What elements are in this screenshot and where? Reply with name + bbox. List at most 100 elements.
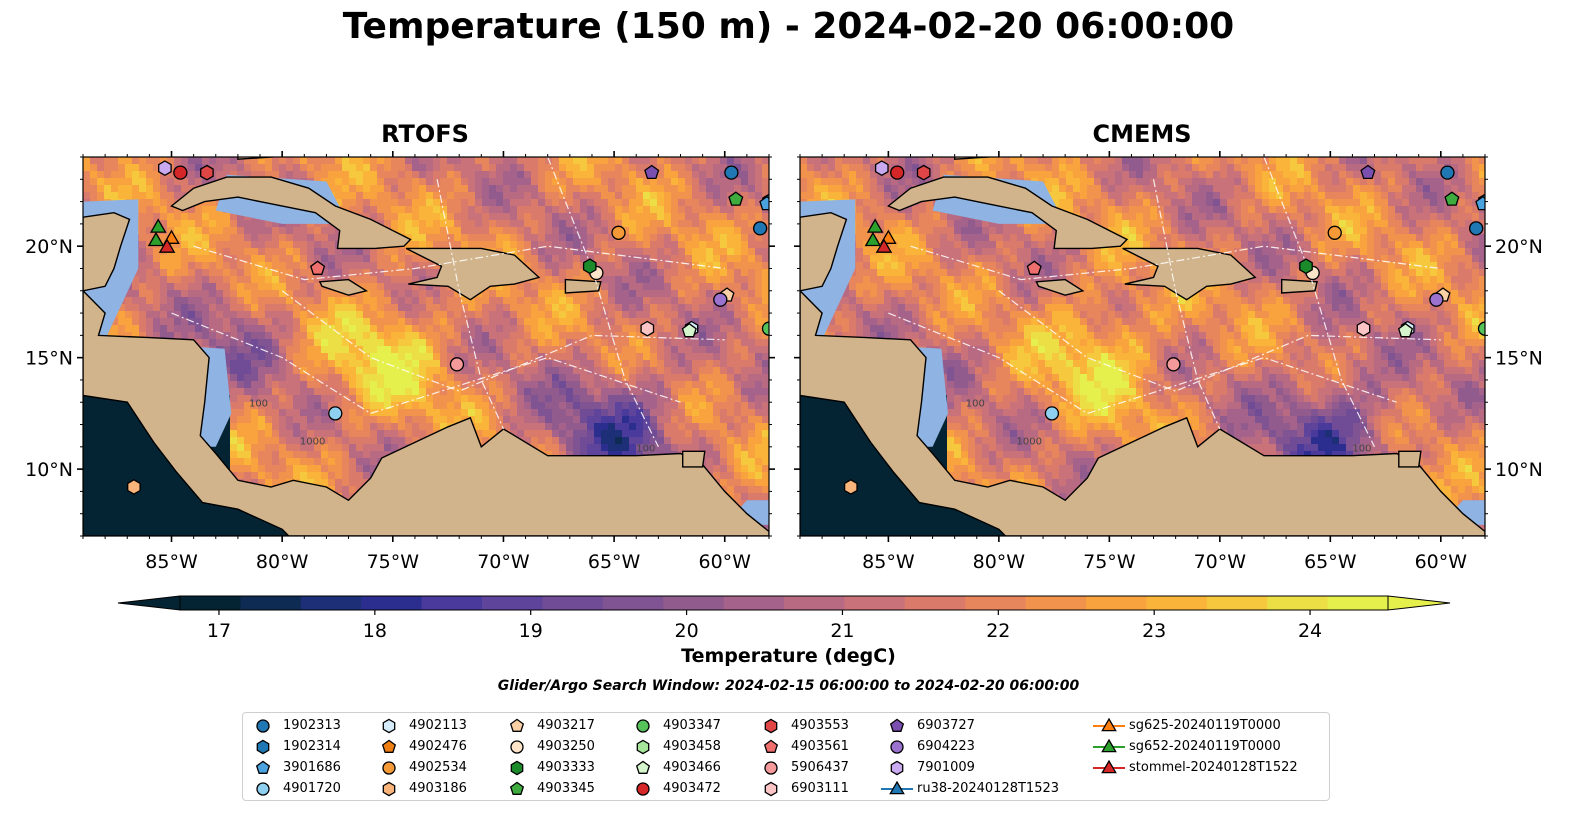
legend-marker-icon xyxy=(1089,757,1125,778)
legend-item: 5906437 xyxy=(751,757,849,778)
float-marker xyxy=(1477,321,1485,336)
colorbar-segment xyxy=(965,596,1027,610)
legend-symbol xyxy=(382,761,396,775)
colorbar-extend-min xyxy=(117,595,181,611)
x-tick-label: 65°W xyxy=(1304,551,1357,573)
legend-label: 7901009 xyxy=(917,760,975,775)
float-marker xyxy=(1440,165,1455,180)
colorbar-segment xyxy=(1025,596,1087,610)
legend-item: sg652-20240119T0000 xyxy=(1089,736,1281,757)
legend-label: 4902113 xyxy=(409,718,467,733)
panel-title-rtofs: RTOFS xyxy=(381,120,469,148)
land-yucatan xyxy=(800,211,848,292)
colorbar-tick-label: 24 xyxy=(1298,620,1322,642)
x-tick-label: 85°W xyxy=(145,551,198,573)
legend-item: 4903472 xyxy=(623,778,721,799)
float-marker xyxy=(890,165,905,180)
land-florida xyxy=(237,157,274,160)
legend-label: sg652-20240119T0000 xyxy=(1129,739,1281,754)
legend-symbol xyxy=(509,718,525,732)
legend-triangle xyxy=(889,780,905,795)
colorbar-segment xyxy=(1086,596,1147,610)
legend-label: 4903458 xyxy=(663,739,721,754)
glider-marker xyxy=(147,231,165,247)
legend-marker-icon xyxy=(497,757,533,778)
y-tick-label: 10°N xyxy=(1495,459,1543,481)
land-hispaniola xyxy=(1122,247,1257,301)
colorbar-segment xyxy=(180,596,241,610)
contour-label: 1000 xyxy=(1017,437,1042,448)
legend-label: 4902476 xyxy=(409,739,467,754)
figure-title: Temperature (150 m) - 2024-02-20 06:00:0… xyxy=(342,6,1235,47)
legend-marker-icon xyxy=(243,778,279,799)
legend-marker-icon xyxy=(369,736,405,757)
float-marker xyxy=(644,164,660,180)
legend-label: 4903466 xyxy=(663,760,721,775)
float-marker xyxy=(874,160,889,177)
float-marker xyxy=(1044,406,1060,421)
contour-label: 1000 xyxy=(300,437,325,448)
colorbar-extend-max xyxy=(1387,595,1451,611)
legend-marker-icon xyxy=(751,778,787,799)
legend-label: 4903217 xyxy=(537,718,595,733)
contour-label: 100 xyxy=(249,399,268,410)
float-marker xyxy=(310,260,326,275)
legend-symbol xyxy=(382,718,396,734)
colorbar-segment xyxy=(1146,596,1208,610)
glider-marker xyxy=(866,218,884,233)
legend-triangle xyxy=(1101,738,1117,753)
float-marker xyxy=(1469,221,1484,236)
colorbar-segment xyxy=(421,596,483,610)
legend-label: 4903472 xyxy=(663,781,721,796)
legend-item: 4903458 xyxy=(623,736,721,757)
legend-triangle xyxy=(1101,759,1117,774)
float-marker xyxy=(582,258,597,275)
legend-label: 4903561 xyxy=(791,739,849,754)
legend-item: 4903466 xyxy=(623,757,721,778)
legend-symbol xyxy=(890,740,904,754)
legend-symbol xyxy=(510,760,524,776)
contour-label: 100 xyxy=(966,399,985,410)
panel-title-cmems: CMEMS xyxy=(1092,120,1192,148)
panel-frame xyxy=(82,156,770,537)
legend-label: 4902534 xyxy=(409,760,467,775)
map-panel-rtofs: 100 1000 100 85°W 80°W 75°W 70°W 65°W 60°W 20°N 15… xyxy=(25,151,775,573)
legend-item: 4903347 xyxy=(623,715,721,736)
colorbar-segment xyxy=(1206,596,1268,610)
legend-symbol xyxy=(256,719,270,733)
float-marker xyxy=(1360,164,1376,180)
legend-marker-icon xyxy=(751,736,787,757)
float-marker xyxy=(1356,320,1371,337)
legend-symbol xyxy=(889,718,905,732)
colorbar-tick-label: 21 xyxy=(830,620,854,642)
colorbar-segment xyxy=(1327,596,1389,610)
y-tick-label: 15°N xyxy=(1495,348,1543,370)
legend-symbol xyxy=(636,782,650,796)
legend-triangle xyxy=(1101,717,1117,732)
colorbar-segment xyxy=(844,596,906,610)
x-tick-label: 65°W xyxy=(588,551,641,573)
colorbar-tick-label: 17 xyxy=(207,620,231,642)
y-tick-label: 10°N xyxy=(25,459,73,481)
legend-marker-icon xyxy=(497,736,533,757)
legend-item: 4903217 xyxy=(497,715,595,736)
legend-item: 6903727 xyxy=(877,715,975,736)
legend-item: 3901686 xyxy=(243,757,341,778)
float-marker xyxy=(611,225,626,240)
legend: 1902313 1902314 3901686 4901720 4902113 49024… xyxy=(242,712,1330,801)
x-tick-label: 70°W xyxy=(1194,551,1247,573)
legend-symbol xyxy=(763,739,779,753)
legend-marker-icon xyxy=(1089,715,1125,736)
colorbar-tick-label: 23 xyxy=(1142,620,1166,642)
legend-symbol xyxy=(764,718,778,734)
legend-item: 4903553 xyxy=(751,715,849,736)
legend-label: 1902314 xyxy=(283,739,341,754)
x-tick-label: 80°W xyxy=(256,551,309,573)
legend-item: 1902313 xyxy=(243,715,341,736)
float-marker xyxy=(1444,191,1460,206)
land-pacificCorner xyxy=(800,394,1007,536)
float-marker xyxy=(713,292,728,307)
colorbar-label: Temperature (degC) xyxy=(681,645,896,667)
legend-item: sg625-20240119T0000 xyxy=(1089,715,1281,736)
legend-symbol xyxy=(381,739,397,753)
